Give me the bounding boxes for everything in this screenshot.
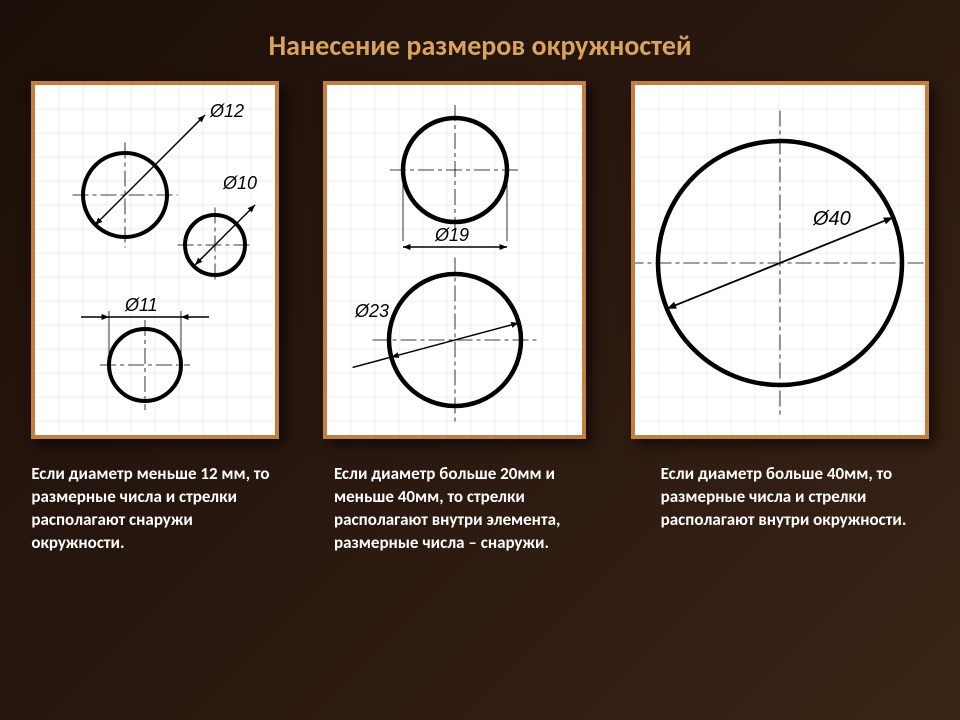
- svg-text:Ø10: Ø10: [222, 173, 257, 193]
- svg-text:Ø12: Ø12: [209, 101, 244, 121]
- caption-1: Если диаметр меньше 12 мм, то размерные …: [31, 463, 289, 555]
- captions-row: Если диаметр меньше 12 мм, то размерные …: [0, 439, 960, 555]
- svg-text:Ø40: Ø40: [812, 208, 851, 230]
- panel-3: Ø40: [631, 81, 929, 439]
- caption-2: Если диаметр больше 20мм и меньше 40мм, …: [334, 463, 616, 555]
- caption-3: Если диаметр больше 40мм, то размерные ч…: [661, 463, 929, 555]
- panels-row: Ø12 Ø10 Ø11 Ø19 Ø23 Ø40: [0, 81, 960, 439]
- svg-text:Ø23: Ø23: [354, 301, 389, 321]
- svg-text:Ø11: Ø11: [124, 295, 158, 315]
- svg-text:Ø19: Ø19: [434, 225, 469, 245]
- panel-1: Ø12 Ø10 Ø11: [31, 81, 279, 439]
- panel-2: Ø19 Ø23: [323, 81, 586, 439]
- page-title: Нанесение размеров окружностей: [0, 0, 960, 81]
